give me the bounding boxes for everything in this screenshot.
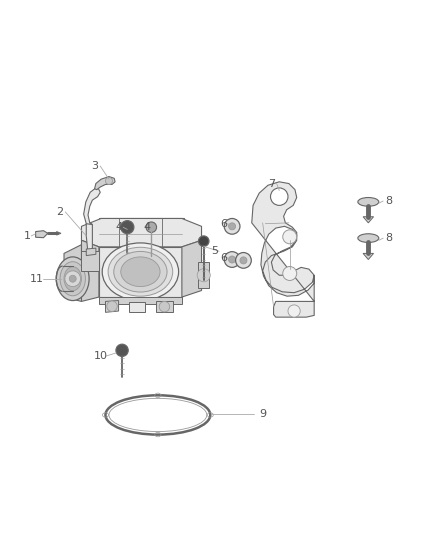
Circle shape	[159, 302, 170, 312]
Polygon shape	[84, 188, 100, 224]
Circle shape	[283, 266, 297, 280]
Ellipse shape	[108, 247, 173, 296]
Ellipse shape	[358, 198, 379, 206]
Polygon shape	[182, 240, 201, 297]
Ellipse shape	[57, 257, 89, 301]
Polygon shape	[81, 251, 99, 271]
Circle shape	[65, 271, 81, 287]
Circle shape	[283, 230, 297, 244]
Circle shape	[106, 177, 113, 184]
Circle shape	[224, 219, 240, 234]
Text: 2: 2	[56, 207, 63, 217]
Polygon shape	[64, 245, 81, 302]
Circle shape	[271, 188, 288, 205]
Circle shape	[240, 257, 247, 264]
Circle shape	[229, 256, 236, 263]
Ellipse shape	[358, 234, 379, 243]
Text: 4: 4	[115, 222, 122, 232]
Circle shape	[116, 344, 128, 357]
Circle shape	[197, 269, 210, 282]
Text: 9: 9	[259, 409, 266, 419]
Circle shape	[146, 222, 156, 232]
Polygon shape	[99, 247, 182, 297]
Text: 8: 8	[386, 233, 393, 243]
Text: 1: 1	[23, 231, 30, 241]
Text: 4: 4	[143, 222, 151, 232]
Polygon shape	[81, 240, 99, 302]
Polygon shape	[95, 176, 115, 190]
Text: 6: 6	[220, 219, 227, 229]
Polygon shape	[130, 302, 145, 312]
Polygon shape	[106, 301, 119, 312]
Text: 5: 5	[211, 246, 218, 256]
Text: 10: 10	[94, 351, 108, 361]
Text: 6: 6	[220, 253, 227, 263]
Polygon shape	[86, 223, 92, 253]
Polygon shape	[99, 219, 184, 227]
Polygon shape	[155, 302, 173, 312]
Polygon shape	[363, 253, 374, 260]
Circle shape	[236, 253, 251, 268]
Circle shape	[288, 305, 300, 317]
Polygon shape	[57, 231, 61, 235]
Polygon shape	[99, 297, 182, 304]
Circle shape	[69, 275, 76, 282]
Circle shape	[121, 221, 134, 234]
Ellipse shape	[102, 243, 179, 301]
Text: 7: 7	[268, 179, 275, 189]
Ellipse shape	[64, 266, 81, 290]
Ellipse shape	[121, 257, 160, 287]
Polygon shape	[86, 248, 96, 256]
Polygon shape	[35, 231, 48, 238]
Text: 8: 8	[386, 196, 393, 206]
Polygon shape	[363, 217, 374, 223]
Polygon shape	[252, 182, 314, 317]
Circle shape	[198, 236, 209, 246]
Circle shape	[224, 252, 240, 268]
Text: 11: 11	[29, 274, 43, 284]
Text: 3: 3	[91, 161, 98, 171]
Circle shape	[107, 301, 117, 311]
Circle shape	[229, 223, 236, 230]
Ellipse shape	[114, 252, 167, 292]
Polygon shape	[198, 262, 209, 288]
Ellipse shape	[60, 262, 85, 296]
Polygon shape	[81, 219, 201, 247]
